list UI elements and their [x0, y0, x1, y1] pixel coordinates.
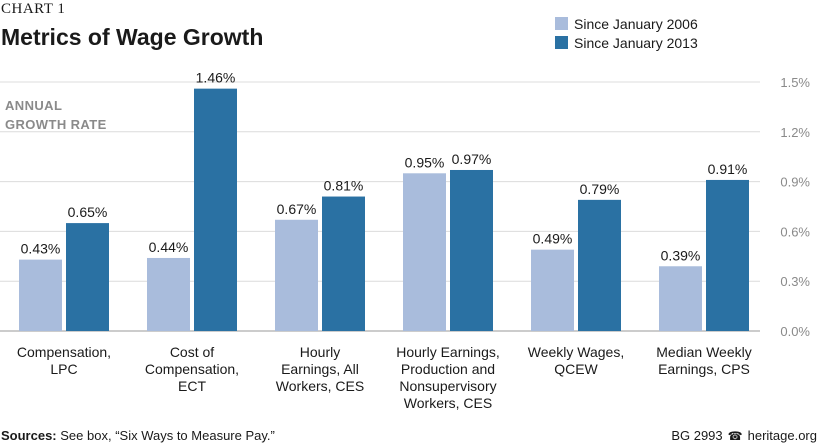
x-category-label: LPC: [50, 361, 77, 377]
y-axis-title: GROWTH RATE: [5, 117, 107, 132]
bar-2006: [659, 266, 702, 331]
x-category-label: QCEW: [554, 361, 598, 377]
legend-item-2006: Since January 2006: [555, 14, 698, 33]
bar-data-label: 1.46%: [196, 70, 236, 86]
bar-2006: [147, 257, 190, 331]
sources-note: Sources: See box, “Six Ways to Measure P…: [1, 428, 275, 443]
y-tick-label: 1.2%: [780, 125, 810, 140]
chart-title: Metrics of Wage Growth: [1, 24, 264, 50]
bar-data-label: 0.43%: [21, 241, 61, 257]
x-category-label: Workers, CES: [276, 378, 364, 394]
y-tick-label: 0.9%: [780, 175, 810, 190]
bar-data-label: 0.67%: [277, 201, 317, 217]
footer-credit: BG 2993 ☎ heritage.org: [671, 428, 817, 443]
bar-2006: [275, 219, 318, 331]
bar-data-label: 0.39%: [661, 247, 701, 263]
bar-2013: [706, 179, 749, 331]
legend-swatch-2006: [555, 17, 568, 30]
x-category-label: Production and: [401, 361, 495, 377]
x-category-label: Median Weekly: [656, 344, 751, 360]
bar-data-label: 0.97%: [452, 151, 492, 167]
y-axis-title: ANNUAL: [5, 98, 62, 113]
y-tick-label: 0.0%: [780, 324, 810, 339]
x-category-label: Cost of: [170, 344, 214, 360]
liberty-bell-icon: ☎: [727, 428, 743, 443]
bar-2013: [450, 169, 493, 331]
x-category-label: Earnings, CPS: [658, 361, 750, 377]
bar-2013: [322, 196, 365, 331]
legend-item-2013: Since January 2013: [555, 33, 698, 52]
bar-data-label: 0.91%: [708, 161, 748, 177]
y-tick-label: 0.6%: [780, 224, 810, 239]
legend-label-2006: Since January 2006: [574, 15, 698, 32]
legend-label-2013: Since January 2013: [574, 34, 698, 51]
x-category-label: ECT: [178, 378, 206, 394]
bar-data-label: 0.49%: [533, 231, 573, 247]
x-category-label: Earnings, All: [281, 361, 359, 377]
y-tick-label: 1.5%: [780, 75, 810, 90]
x-category-label: Compensation,: [17, 344, 111, 360]
bar-2013: [66, 223, 109, 331]
x-category-label: Nonsupervisory: [399, 378, 496, 394]
legend-swatch-2013: [555, 36, 568, 49]
x-category-label: Workers, CES: [404, 395, 492, 411]
sources-text: See box, “Six Ways to Measure Pay.”: [60, 428, 275, 443]
bar-2006: [531, 249, 574, 331]
bar-data-label: 0.81%: [324, 178, 364, 194]
legend: Since January 2006 Since January 2013: [555, 14, 698, 52]
x-category-label: Hourly: [300, 344, 340, 360]
x-category-label: Compensation,: [145, 361, 239, 377]
bar-2006: [403, 173, 446, 331]
x-category-label: Weekly Wages,: [528, 344, 624, 360]
y-tick-label: 0.3%: [780, 274, 810, 289]
bar-2013: [578, 199, 621, 331]
bar-2013: [194, 88, 237, 331]
chart-number-label: CHART 1: [1, 1, 66, 17]
bar-data-label: 0.95%: [405, 154, 445, 170]
bar-data-label: 0.65%: [68, 204, 108, 220]
site-name: heritage.org: [747, 428, 817, 443]
sources-label: Sources:: [1, 428, 57, 443]
bar-data-label: 0.79%: [580, 181, 620, 197]
bar-data-label: 0.44%: [149, 239, 189, 255]
report-code: BG 2993: [671, 428, 723, 443]
bar-2006: [19, 259, 62, 331]
x-category-label: Hourly Earnings,: [396, 344, 500, 360]
